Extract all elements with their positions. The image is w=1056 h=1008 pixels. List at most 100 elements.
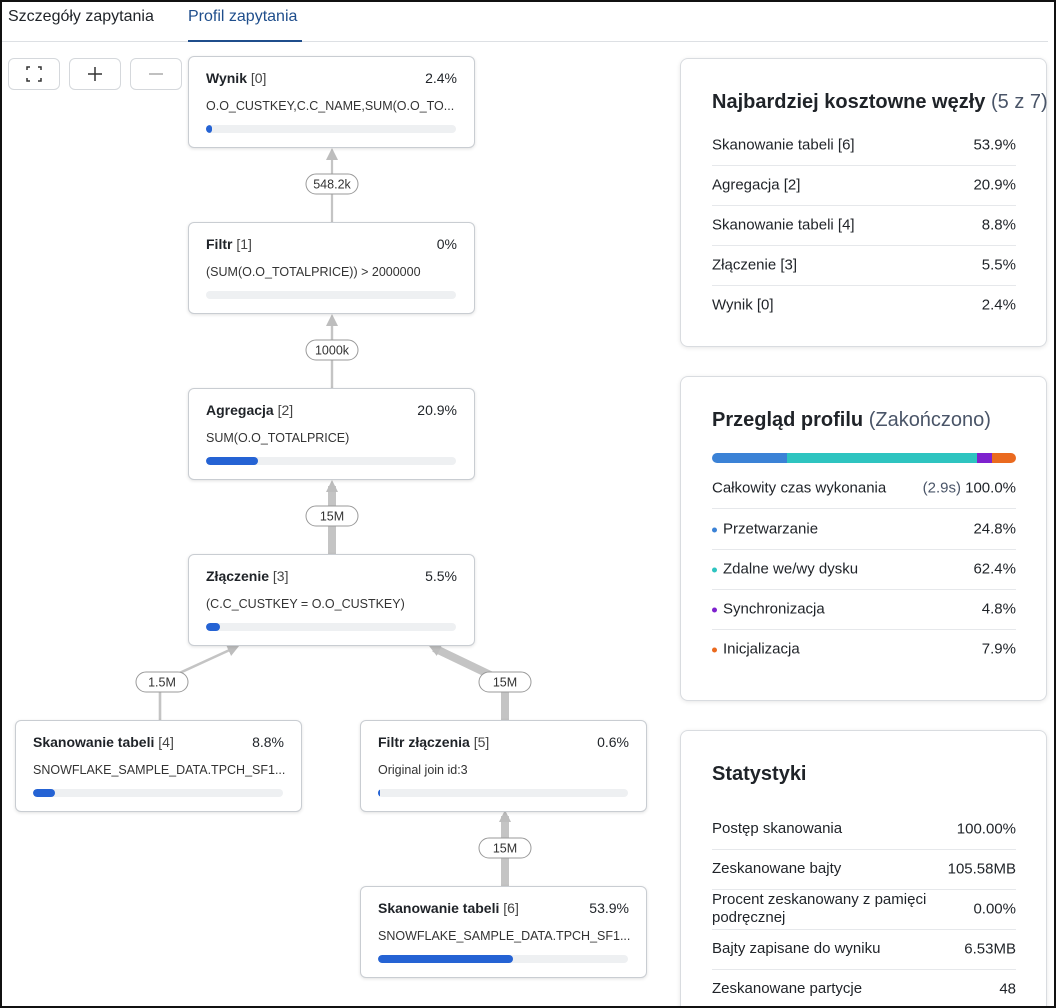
panel-title: Statystyki xyxy=(712,763,807,785)
node-id: [2] xyxy=(277,402,294,418)
cost-bar xyxy=(206,457,259,465)
plan-node[interactable]: Skanowanie tabeli [6] 53.9% SNOWFLAKE_SAMP… xyxy=(360,886,647,978)
row-label: Inicjalizacja xyxy=(712,641,800,658)
row-value: 62.4% xyxy=(973,560,1016,578)
node-id: [3] xyxy=(272,568,289,584)
cost-bar xyxy=(378,789,380,797)
panel-title: Najbardziej kosztowne węzły (5 z 7) xyxy=(712,91,1048,114)
node-cost: 53.9% xyxy=(589,900,629,916)
node-cost: 0% xyxy=(436,236,457,252)
row-label: Postęp skanowania xyxy=(712,820,843,837)
tab-active[interactable]: Profil zapytania xyxy=(188,8,298,25)
node-title: Skanowanie tabeli [4] xyxy=(33,734,174,750)
node-detail: SUM(O.O_TOTALPRICE) xyxy=(206,431,350,445)
row-label: Skanowanie tabeli [6] xyxy=(712,136,855,154)
row-value: 24.8% xyxy=(973,520,1016,538)
segment-name: Zdalne we/wy dysku xyxy=(723,560,859,578)
edge-label: 15M xyxy=(320,510,344,524)
costly-row[interactable]: Złączenie [3] 5.5% xyxy=(712,245,1016,286)
row-value: 48 xyxy=(999,980,1016,998)
plan-node[interactable]: Skanowanie tabeli [4] 8.8% SNOWFLAKE_SAMPL… xyxy=(15,720,302,812)
edge-label-pill xyxy=(478,671,532,693)
segment-name: Synchronizacja xyxy=(723,600,825,618)
edge-label-pill xyxy=(305,339,359,361)
edge-label: 15M xyxy=(493,676,517,690)
row-label: Bajty zapisane do wyniku xyxy=(712,940,881,957)
node-cost: 20.9% xyxy=(417,402,457,418)
stats-panel: Statystyki Postęp skanowania 100.00% Zeska… xyxy=(680,730,1047,1006)
node-name: Skanowanie tabeli xyxy=(378,900,500,916)
legend-dot xyxy=(712,607,717,613)
stat-row: Bajty zapisane do wyniku 6.53MB xyxy=(712,929,1016,970)
cost-track xyxy=(33,789,283,797)
plan-node[interactable]: Agregacja [2] 20.9% SUM(O.O_TOTALPRICE) xyxy=(188,388,475,480)
title-text: Przegląd profilu xyxy=(712,409,864,431)
edge-label-pill xyxy=(305,173,359,195)
total-pct: 100.0% xyxy=(965,479,1016,497)
node-title: Skanowanie tabeli [6] xyxy=(378,900,519,916)
fit-icon xyxy=(26,66,42,82)
edge-label: 15M xyxy=(493,842,517,856)
cost-track xyxy=(206,291,456,299)
row-label: Agregacja [2] xyxy=(712,176,801,194)
status: (Zakończono) xyxy=(868,409,991,431)
total-label: Całkowity czas wykonania xyxy=(712,479,887,497)
row-label: Zeskanowane bajty xyxy=(712,860,842,877)
title-text: Najbardziej kosztowne węzły xyxy=(712,91,986,113)
row-value: 0.00% xyxy=(973,900,1016,918)
profile-segment xyxy=(712,453,788,463)
zoom-in-button[interactable] xyxy=(69,58,121,90)
node-title: Filtr złączenia [5] xyxy=(378,734,489,750)
cost-track xyxy=(206,457,456,465)
node-title: Filtr [1] xyxy=(206,236,252,252)
plan-node[interactable]: Filtr złączenia [5] 0.6% Original join id:… xyxy=(360,720,647,812)
costly-row[interactable]: Agregacja [2] 20.9% xyxy=(712,165,1016,206)
node-id: [0] xyxy=(250,70,267,86)
edge-label-pill xyxy=(305,505,359,527)
node-detail: SNOWFLAKE_SAMPLE_DATA.TPCH_SF1... xyxy=(33,763,286,777)
row-label: Procent zeskanowany z pamięci podręcznej xyxy=(712,891,927,926)
cost-bar xyxy=(206,125,212,133)
stat-row: Zeskanowane bajty 105.58MB xyxy=(712,849,1016,890)
tab-divider xyxy=(2,41,1048,42)
profile-segment xyxy=(977,453,992,463)
profile-row: Inicjalizacja 7.9% xyxy=(712,629,1016,669)
node-cost: 5.5% xyxy=(425,568,457,584)
costly-row[interactable]: Wynik [0] 2.4% xyxy=(712,285,1016,325)
plan-node[interactable]: Wynik [0] 2.4% O.O_CUSTKEY,C.C_NAME,SUM(O.… xyxy=(188,56,475,148)
edge-label-pill xyxy=(135,671,189,693)
row-value: 105.58MB xyxy=(947,860,1016,878)
plan-node[interactable]: Złączenie [3] 5.5% (C.C_CUSTKEY = O.O_CUST… xyxy=(188,554,475,646)
total-row: Całkowity czas wykonania (2.9s) 100.0% xyxy=(712,468,1016,509)
node-id: [4] xyxy=(158,734,174,750)
costly-row[interactable]: Skanowanie tabeli [6] 53.9% xyxy=(712,125,1016,166)
tab-underline xyxy=(188,40,302,42)
cost-track xyxy=(378,789,628,797)
profile-row: Synchronizacja 4.8% xyxy=(712,589,1016,630)
profile-bar xyxy=(712,453,1016,463)
fit-button[interactable] xyxy=(8,58,60,90)
costly-nodes-panel: Najbardziej kosztowne węzły (5 z 7) Skan… xyxy=(680,58,1048,347)
cost-bar xyxy=(33,789,55,797)
plan-node[interactable]: Filtr [1] 0% (SUM(O.O_TOTALPRICE)) > 20000… xyxy=(188,222,475,314)
row-label: Wynik [0] xyxy=(712,296,774,314)
row-label: Złączenie [3] xyxy=(712,256,798,274)
stat-row: Postęp skanowania 100.00% xyxy=(712,809,1016,850)
tab[interactable]: Szczegóły zapytania xyxy=(8,8,154,25)
profile-row: Przetwarzanie 24.8% xyxy=(712,509,1016,550)
edge-label: 1000k xyxy=(315,344,350,358)
node-name: Wynik xyxy=(206,70,247,86)
zoom-out-button[interactable] xyxy=(130,58,182,90)
node-title: Wynik [0] xyxy=(206,70,266,86)
segment-name: Przetwarzanie xyxy=(723,520,819,538)
costly-row[interactable]: Skanowanie tabeli [4] 8.8% xyxy=(712,205,1016,246)
cost-track xyxy=(206,125,456,133)
legend-dot xyxy=(712,647,717,653)
total-value: (2.9s) 100.0% xyxy=(923,480,1016,497)
segment-name: Inicjalizacja xyxy=(723,640,800,658)
node-name: Złączenie xyxy=(206,568,270,584)
row-value: 53.9% xyxy=(973,136,1016,154)
row-label: Skanowanie tabeli [4] xyxy=(712,216,855,234)
row-value: 100.00% xyxy=(956,820,1016,838)
total-time: (2.9s) xyxy=(922,479,961,497)
